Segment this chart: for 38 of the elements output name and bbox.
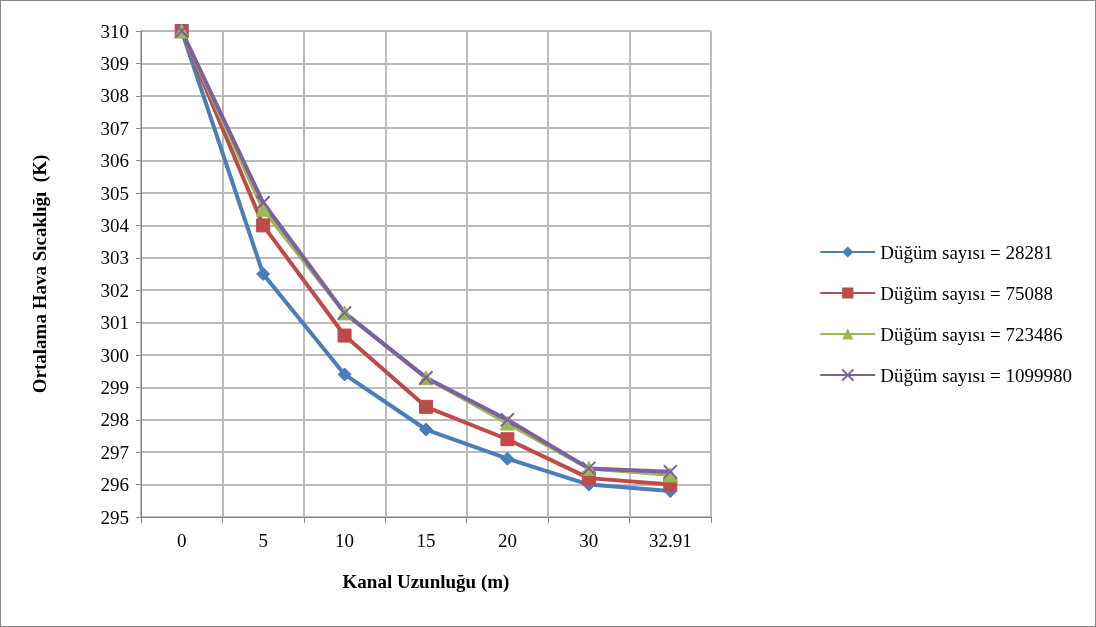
y-tick-label: 304 [100, 214, 130, 236]
x-tick-label: 0 [176, 530, 187, 551]
y-tick-label: 297 [100, 441, 129, 463]
y-tick-label: 309 [100, 52, 129, 74]
point [500, 451, 515, 466]
legend-label: Düğüm sayısı = 723486 [880, 323, 1063, 345]
legend-label: Düğüm sayısı = 75088 [880, 282, 1054, 304]
x-tick-label: 5 [258, 530, 268, 551]
x-tick-label: 15 [416, 530, 436, 551]
point [256, 267, 271, 281]
y-tick-label: 305 [100, 182, 129, 204]
point [419, 422, 433, 437]
y-tick-label: 298 [100, 409, 129, 431]
point [337, 328, 352, 343]
legend-label: Düğüm sayısı = 28281 [880, 241, 1054, 263]
x-axis-title: Kanal Uzunluğu (m) [342, 571, 510, 593]
y-tick-label: 310 [100, 20, 129, 42]
y-tick-label: 308 [100, 85, 129, 107]
y-tick-label: 295 [100, 506, 129, 528]
y-tick-label: 307 [100, 117, 129, 139]
x-tick-label: 32.91 [648, 530, 692, 551]
y-tick-label: 303 [100, 247, 129, 269]
point [256, 218, 271, 233]
y-tick-label: 299 [100, 376, 129, 398]
y-axis-title: Ortalama Hava Sıcaklığı (K) [29, 154, 51, 394]
x-tick-label: 20 [497, 530, 517, 551]
point [337, 367, 352, 382]
legend-label: Düğüm sayısı = 1099980 [880, 364, 1073, 386]
x-tick-label: 10 [335, 530, 355, 551]
x-tick-label: 30 [579, 530, 599, 551]
y-tick-label: 296 [100, 474, 129, 496]
point [419, 399, 433, 414]
point [255, 195, 271, 211]
y-tick-label: 302 [100, 279, 129, 301]
point [500, 432, 515, 447]
y-tick-label: 306 [100, 150, 129, 172]
y-tick-label: 301 [100, 312, 129, 334]
y-tick-label: 300 [100, 344, 129, 366]
